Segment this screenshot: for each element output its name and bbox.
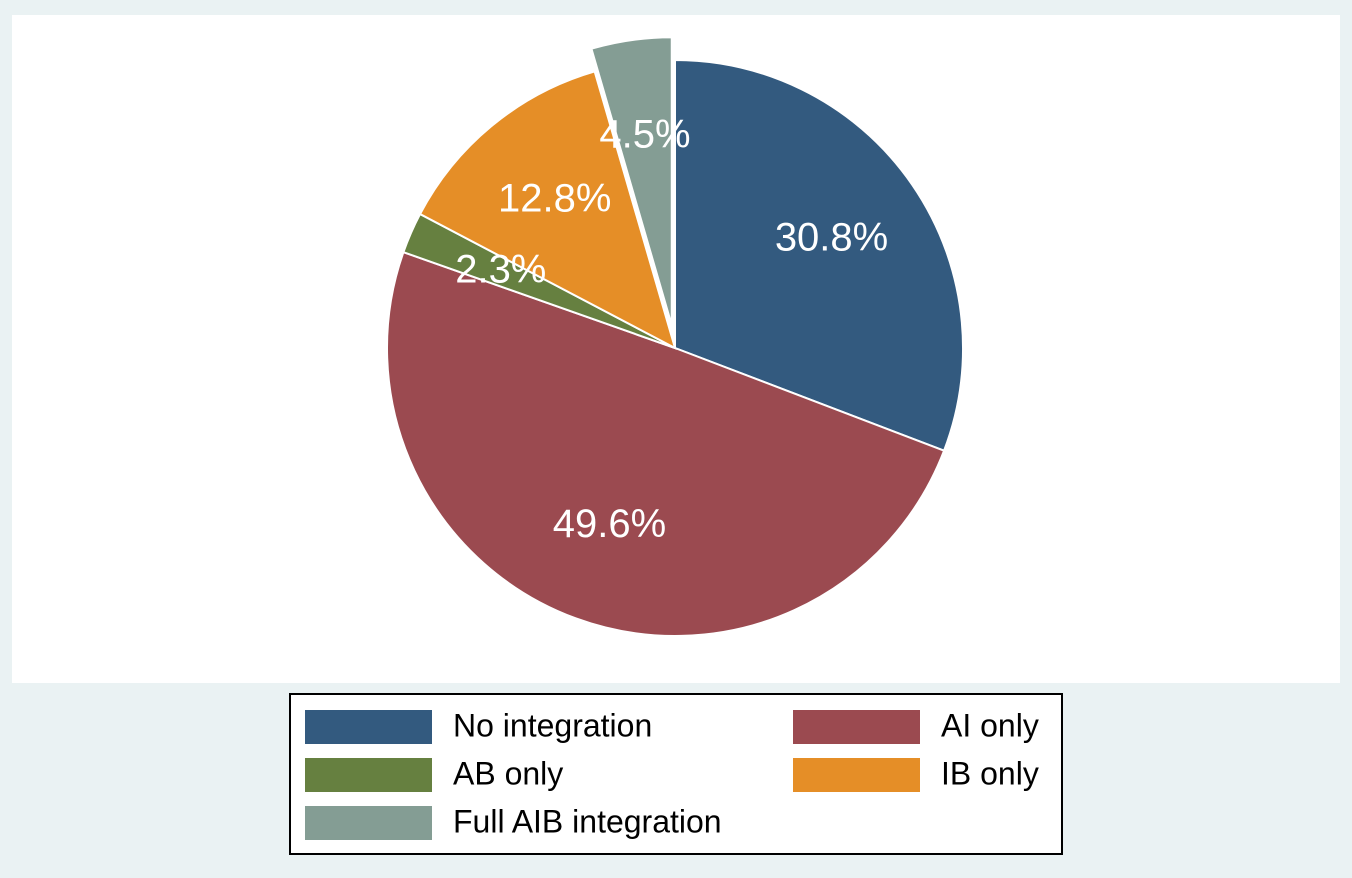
slice-label: 30.8% bbox=[775, 216, 888, 260]
legend-label: Full AIB integration bbox=[453, 803, 722, 839]
pie-slice bbox=[385, 250, 946, 637]
slice-label: 49.6% bbox=[553, 502, 666, 546]
legend-swatch bbox=[793, 710, 920, 744]
slice-label: 4.5% bbox=[599, 113, 690, 157]
legend-label: No integration bbox=[453, 707, 652, 743]
legend-swatch bbox=[793, 758, 920, 792]
slice-label: 2.3% bbox=[455, 248, 546, 292]
legend-label: IB only bbox=[941, 755, 1039, 791]
legend-swatch bbox=[305, 710, 432, 744]
slice-label: 12.8% bbox=[498, 176, 611, 220]
pie-slice bbox=[590, 36, 673, 326]
pie-slice bbox=[418, 70, 677, 350]
pie-slice bbox=[674, 58, 964, 452]
legend-label: AI only bbox=[941, 707, 1039, 743]
legend-swatch bbox=[305, 806, 432, 840]
legend-swatch bbox=[305, 758, 432, 792]
legend-label: AB only bbox=[453, 755, 563, 791]
